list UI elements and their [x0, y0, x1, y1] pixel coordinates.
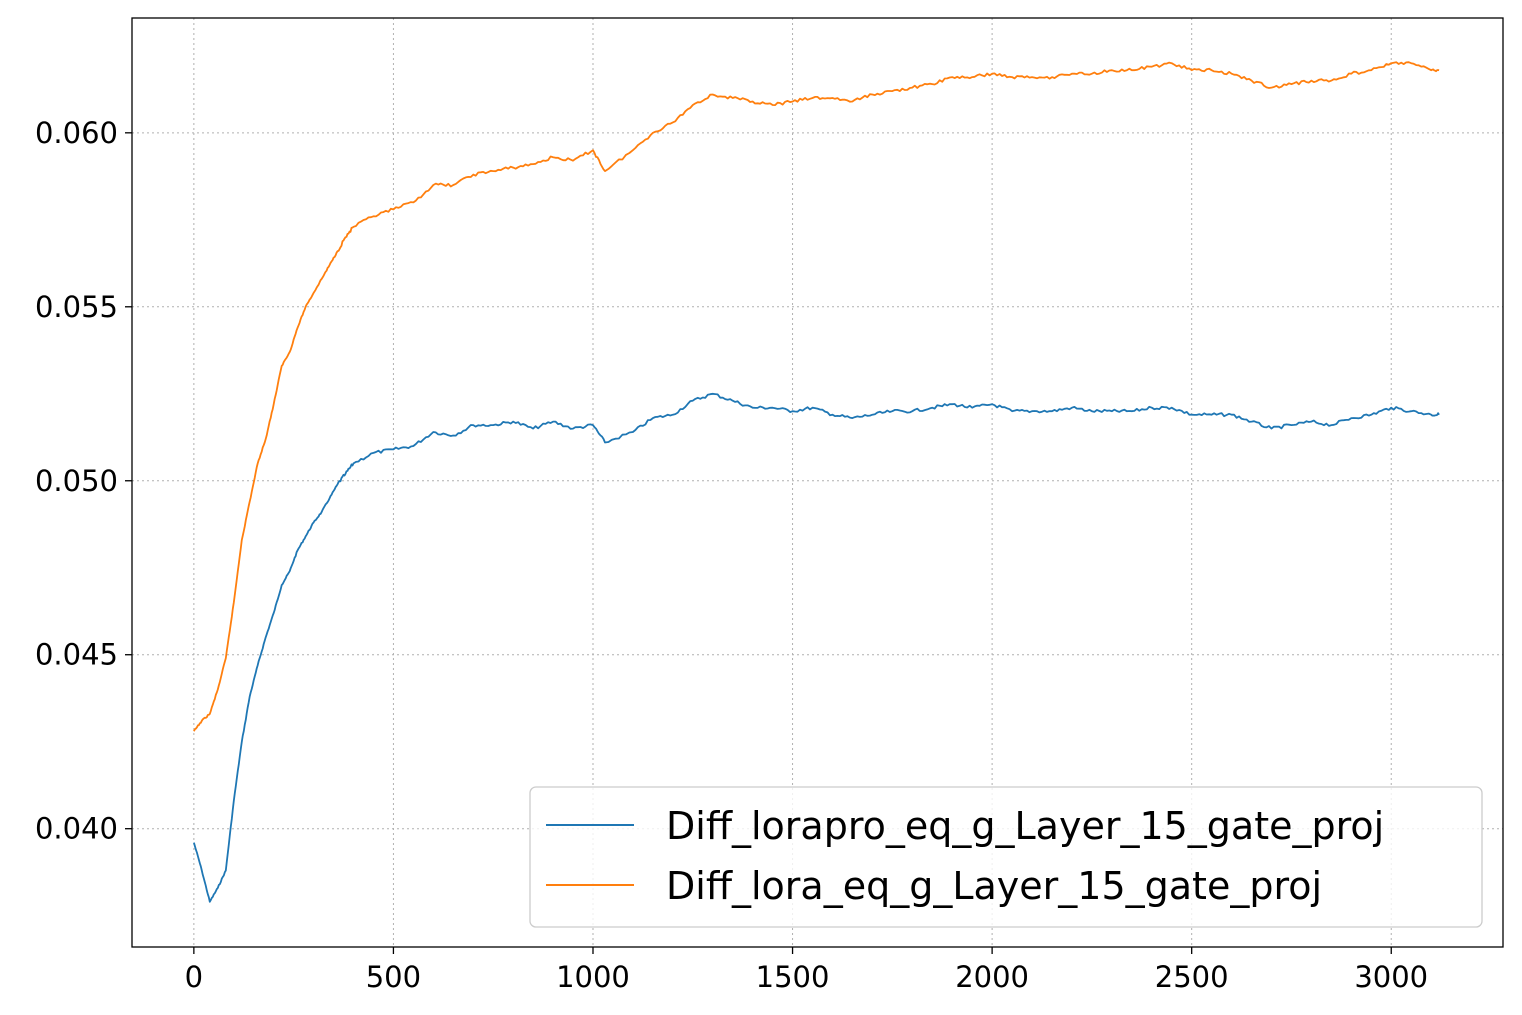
x-tick-label: 3000	[1354, 960, 1428, 994]
plot-area-frame	[131, 17, 1504, 948]
y-tick-label: 0.060	[35, 116, 118, 150]
series-line-2	[193, 61, 1440, 732]
y-tick-label: 0.045	[35, 638, 118, 672]
legend-box	[529, 786, 1483, 928]
legend-label: Diff_lorapro_eq_g_Layer_15_gate_proj	[666, 804, 1384, 848]
y-tick-label: 0.055	[35, 290, 118, 324]
x-tick-label: 1000	[556, 960, 630, 994]
y-tick-label: 0.040	[35, 812, 118, 846]
tick-layer: 0 500 1000 1500 2000 2500 3000 0.040 0.045 0.050 0…	[35, 116, 1428, 994]
x-tick-label: 2000	[955, 960, 1029, 994]
x-tick-label: 1500	[756, 960, 830, 994]
legend-label: Diff_lora_eq_g_Layer_15_gate_proj	[666, 864, 1322, 908]
series-layer	[193, 61, 1440, 903]
x-tick-label: 2500	[1155, 960, 1229, 994]
x-tick-label: 0	[185, 960, 203, 994]
y-tick-label: 0.050	[35, 464, 118, 498]
legend: Diff_lorapro_eq_g_Layer_15_gate_proj Diff…	[529, 786, 1483, 928]
x-tick-label: 500	[366, 960, 421, 994]
series-line-1	[193, 392, 1440, 903]
